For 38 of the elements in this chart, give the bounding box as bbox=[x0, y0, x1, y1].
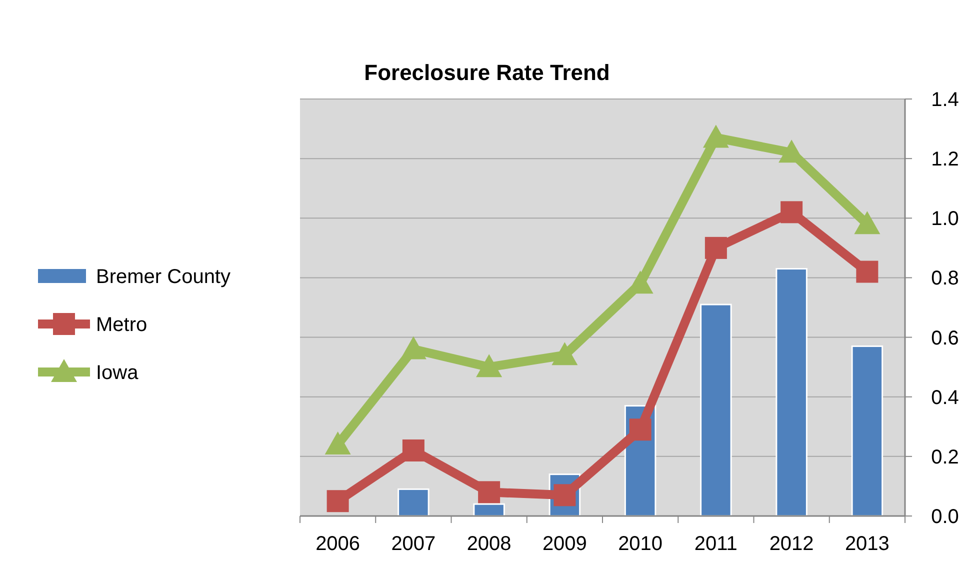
x-tick-label: 2008 bbox=[466, 533, 512, 555]
x-tick-label: 2012 bbox=[769, 533, 814, 555]
point bbox=[702, 124, 729, 148]
y-tick-label: 1.4 bbox=[931, 89, 959, 111]
chart-title: Foreclosure Rate Trend bbox=[364, 60, 610, 85]
bar bbox=[473, 503, 505, 517]
point bbox=[478, 481, 500, 504]
point bbox=[326, 490, 349, 512]
legend-label: Iowa bbox=[96, 362, 140, 384]
point bbox=[324, 432, 351, 455]
x-tick-label: 2009 bbox=[542, 533, 587, 555]
y-tick-label: 0.2 bbox=[931, 446, 959, 468]
point bbox=[400, 336, 426, 360]
y-tick-label: 0.4 bbox=[931, 386, 959, 409]
bar bbox=[700, 304, 732, 517]
point bbox=[780, 201, 803, 224]
legend-label: Metro bbox=[96, 314, 148, 336]
bar bbox=[398, 488, 430, 517]
y-tick-label: 0.0 bbox=[931, 506, 959, 528]
y-tick-label: 1.0 bbox=[931, 208, 959, 230]
x-tick-label: 2007 bbox=[391, 533, 436, 555]
point bbox=[552, 342, 578, 366]
legend-label: Bremer County bbox=[96, 266, 230, 288]
y-tick-label: 1.2 bbox=[931, 148, 959, 171]
point bbox=[856, 260, 878, 283]
point bbox=[402, 439, 424, 462]
x-tick-label: 2006 bbox=[316, 533, 360, 555]
bar bbox=[851, 345, 884, 517]
x-tick-label: 2013 bbox=[844, 533, 890, 555]
bar bbox=[776, 268, 808, 517]
point bbox=[854, 211, 880, 234]
x-tick-label: 2011 bbox=[694, 533, 738, 555]
y-tick-label: 0.6 bbox=[931, 327, 959, 350]
x-tick-label: 2010 bbox=[618, 533, 663, 555]
point bbox=[629, 418, 652, 441]
y-tick-label: 0.8 bbox=[931, 268, 959, 290]
point bbox=[476, 354, 502, 378]
point bbox=[704, 236, 727, 259]
